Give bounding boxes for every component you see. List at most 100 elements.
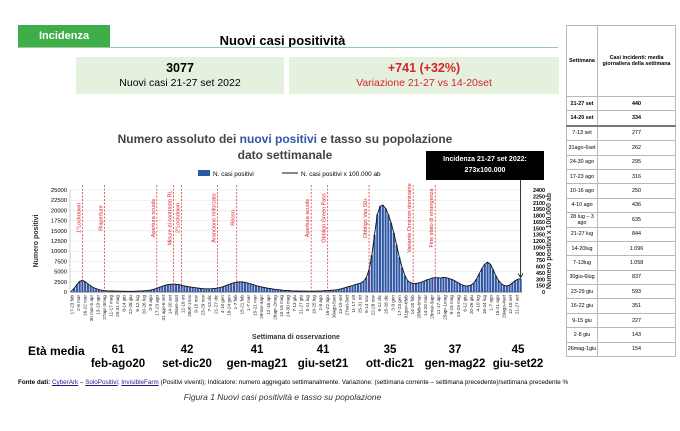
source-link-solopositivi[interactable]: SoloPositivi xyxy=(85,379,118,386)
y2-tick-label: 1350 xyxy=(533,233,545,239)
chart-bar xyxy=(106,290,109,292)
x-tick-label: 8-14 nov xyxy=(364,294,369,313)
x-tick-label: 30ago-5set xyxy=(331,294,336,318)
x-tick-label: 17-23 ago xyxy=(154,295,159,316)
x-tick-label: 17-23 gen xyxy=(397,295,402,316)
table-row: 9-15 giu 227 xyxy=(565,312,676,329)
chart-bar xyxy=(194,287,197,292)
x-tick-label: 11-17 mag xyxy=(109,295,114,317)
x-tick-label: 1-7 mar xyxy=(246,295,251,311)
chart-bar xyxy=(100,290,103,292)
y-tick-label: 25000 xyxy=(51,188,67,194)
chart-bar xyxy=(161,286,164,292)
chart-bar xyxy=(356,283,360,292)
x-tick-label: 3-9 ago xyxy=(148,295,153,311)
chart-bar xyxy=(337,289,340,292)
table-row: 17-23 ago 316 xyxy=(565,168,676,185)
chart-bar xyxy=(469,285,473,292)
chart-bar xyxy=(208,288,211,292)
chart-bar xyxy=(456,282,459,292)
chart-bar xyxy=(279,290,282,292)
x-tick-label: 27apr-3mag xyxy=(102,295,107,320)
chart-bar xyxy=(296,290,299,292)
kpi-variation-value: +741 (+32%) xyxy=(387,61,461,75)
y2-tick-label: 1950 xyxy=(533,207,545,213)
x-tick-label: 29ago-4set xyxy=(502,294,507,318)
y2-tick-label: 150 xyxy=(536,284,545,290)
chart-bar xyxy=(453,280,456,292)
x-tick-label: 13-19 set xyxy=(338,294,343,314)
chart-bar xyxy=(362,281,365,292)
source-lead: Fonte dati: xyxy=(18,379,52,386)
table-row: 4-10 ago 436 xyxy=(565,197,676,214)
x-axis-title: Settimana di osservazione xyxy=(252,334,340,341)
chart-bar xyxy=(478,273,481,292)
x-tick-label: 18-24 lug xyxy=(482,295,487,315)
x-tick-label: 21-27 giu xyxy=(299,295,304,315)
table-cell-week: 21-27 set xyxy=(565,95,599,112)
chart-bar xyxy=(417,283,420,292)
age-item: 35 ott-dic21 xyxy=(355,343,425,371)
table-row: 14-20lug 1.096 xyxy=(565,240,676,257)
source-link-invisiblefarm[interactable]: InvisibleFarm xyxy=(121,379,159,386)
chart-bar xyxy=(332,290,335,292)
chart-bar xyxy=(431,278,434,292)
table-cell-value: 143 xyxy=(597,327,676,343)
table-row: 2-8 giu 143 xyxy=(565,327,676,343)
kpi-variation-label: Variazione 21-27 vs 14-20set xyxy=(356,77,492,89)
x-tick-label: 6-12 lug xyxy=(135,295,140,312)
y2-tick-label: 2400 xyxy=(533,188,545,194)
y2-tick-label: 900 xyxy=(536,252,545,258)
weekly-table-header: Settimana Casi incidenti: media giornali… xyxy=(565,25,676,97)
page-title: Nuovi casi positività xyxy=(219,33,346,48)
x-tick-label: 11-17 ott xyxy=(351,294,356,313)
chart-bar xyxy=(321,290,324,292)
chart-bar xyxy=(480,268,484,292)
x-tick-label: 21-27 dic xyxy=(213,294,218,314)
chart-bar xyxy=(188,286,191,292)
chart-bar xyxy=(114,291,117,292)
chart-title-prefix: Numero assoluto dei xyxy=(117,132,240,146)
chart-bar xyxy=(230,283,233,292)
y-tick-label: 17500 xyxy=(51,219,67,225)
kpi-new-cases: 3077 Nuovi casi 21-27 set 2022 xyxy=(76,57,284,94)
chart-bar xyxy=(177,284,180,292)
chart-bar xyxy=(304,291,307,292)
table-cell-week: 26mag-1giu xyxy=(565,341,599,358)
chart-bar xyxy=(139,290,142,292)
table-cell-value: 593 xyxy=(597,284,676,300)
chart-bar xyxy=(494,275,497,292)
chart-title-highlight: nuovi positivi xyxy=(239,132,317,146)
x-tick-label: 12-18 set xyxy=(508,294,513,314)
chart-bar xyxy=(75,284,78,292)
weekly-table-header-week: Settimana xyxy=(565,25,599,97)
y-tick-label: 15000 xyxy=(51,229,67,235)
table-cell-value: 436 xyxy=(597,197,676,214)
legend-label: N. casi positivi x 100.000 ab xyxy=(301,171,381,178)
chart-bar xyxy=(86,283,89,292)
table-row: 31ago-6set 262 xyxy=(565,140,676,156)
age-value: 41 xyxy=(316,344,330,356)
chart-bar xyxy=(354,284,357,292)
x-tick-label: 22-28 nov xyxy=(371,294,376,315)
chart-bar xyxy=(246,283,249,292)
x-tick-label: 21-27 set xyxy=(515,294,520,314)
chart-bar xyxy=(450,279,453,292)
chart-subtitle: dato settimanale xyxy=(237,148,333,162)
event-label: Variante Omicron dominante xyxy=(407,183,413,253)
x-tick-label: 5-11 lug xyxy=(305,295,310,312)
chart-bar xyxy=(351,285,354,292)
table-cell-week: 28 lug – 3 ago xyxy=(565,212,599,228)
age-period: feb-ago20 xyxy=(90,358,146,370)
x-tick-label: 1-7 feb xyxy=(233,295,238,310)
x-tick-label: 25apr-1mag xyxy=(443,295,448,320)
source-note: Fonte dati: CyberArk – SoloPositivi; Inv… xyxy=(18,379,568,386)
chart-bar xyxy=(175,284,178,292)
table-row: 24-30 ago 295 xyxy=(565,154,676,170)
chart-canvas: 0250050007500100001250015000175002000022… xyxy=(33,170,553,341)
chart-bar xyxy=(213,288,216,292)
kpi-variation: +741 (+32%) Variazione 21-27 vs 14-20set xyxy=(289,57,559,94)
x-tick-label: 16-22 mar xyxy=(82,295,87,316)
source-link-cyberark[interactable]: CyberArk xyxy=(51,379,79,386)
chart-bar xyxy=(464,285,467,292)
